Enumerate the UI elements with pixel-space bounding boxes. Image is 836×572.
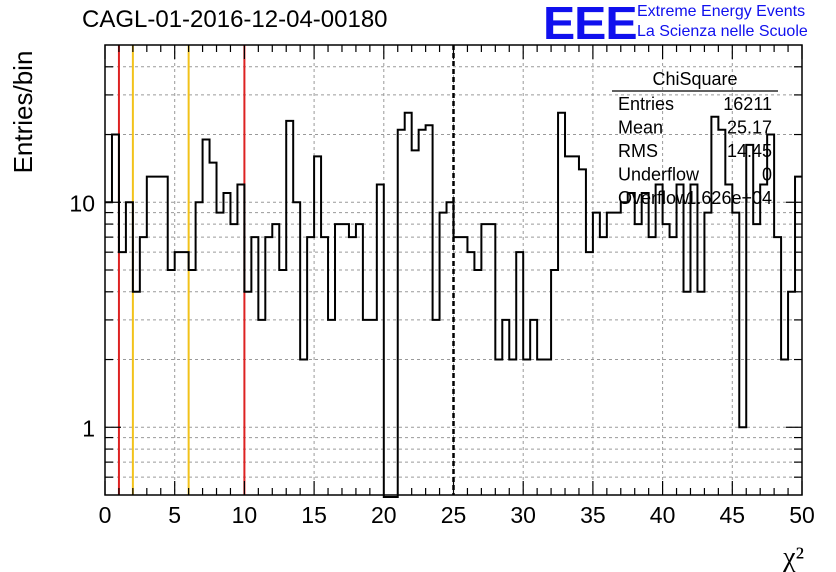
x-tick-label: 0 [99, 502, 112, 528]
stats-title: ChiSquare [652, 69, 737, 89]
stats-label: RMS [618, 141, 658, 161]
logo-caption: Extreme Energy Events La Scienza nelle S… [637, 2, 808, 42]
stats-value: 25.17 [727, 118, 772, 138]
x-tick-label: 10 [232, 502, 258, 528]
stats-value: 0 [762, 165, 772, 185]
axis-ticks: 0 5 10 15 20 25 30 35 40 45 50 1 10 [69, 45, 815, 528]
stats-value: 14.45 [727, 141, 772, 161]
x-axis-label: χ² [782, 542, 804, 572]
stats-label: Overflow [618, 188, 690, 208]
x-tick-label: 45 [720, 502, 746, 528]
y-tick-label: 10 [69, 190, 95, 216]
y-axis-label: Entries/bin [8, 51, 38, 174]
eee-logo: EEE [543, 0, 638, 49]
x-tick-label: 20 [371, 502, 397, 528]
x-tick-label: 35 [580, 502, 606, 528]
stats-box: ChiSquare Entries 16211 Mean 25.17 RMS 14.45 Un… [612, 69, 778, 208]
stats-value: 1.626e+04 [686, 188, 772, 208]
logo-caption-line2: La Scienza nelle Scuole [637, 23, 808, 40]
x-tick-label: 5 [168, 502, 181, 528]
histogram-line [105, 111, 802, 498]
x-tick-label: 50 [789, 502, 815, 528]
x-tick-label: 30 [510, 502, 536, 528]
chart-title: CAGL-01-2016-12-04-00180 [82, 6, 388, 33]
logo-caption-line1: Extreme Energy Events [637, 3, 806, 20]
x-tick-label: 40 [650, 502, 676, 528]
stats-label: Mean [618, 118, 663, 138]
y-tick-label: 1 [82, 415, 95, 441]
stats-label: Underflow [618, 165, 700, 185]
histogram-series [105, 111, 802, 498]
x-tick-label: 25 [441, 502, 467, 528]
stats-label: Entries [618, 94, 674, 114]
stats-value: 16211 [723, 94, 772, 114]
x-tick-label: 15 [301, 502, 327, 528]
